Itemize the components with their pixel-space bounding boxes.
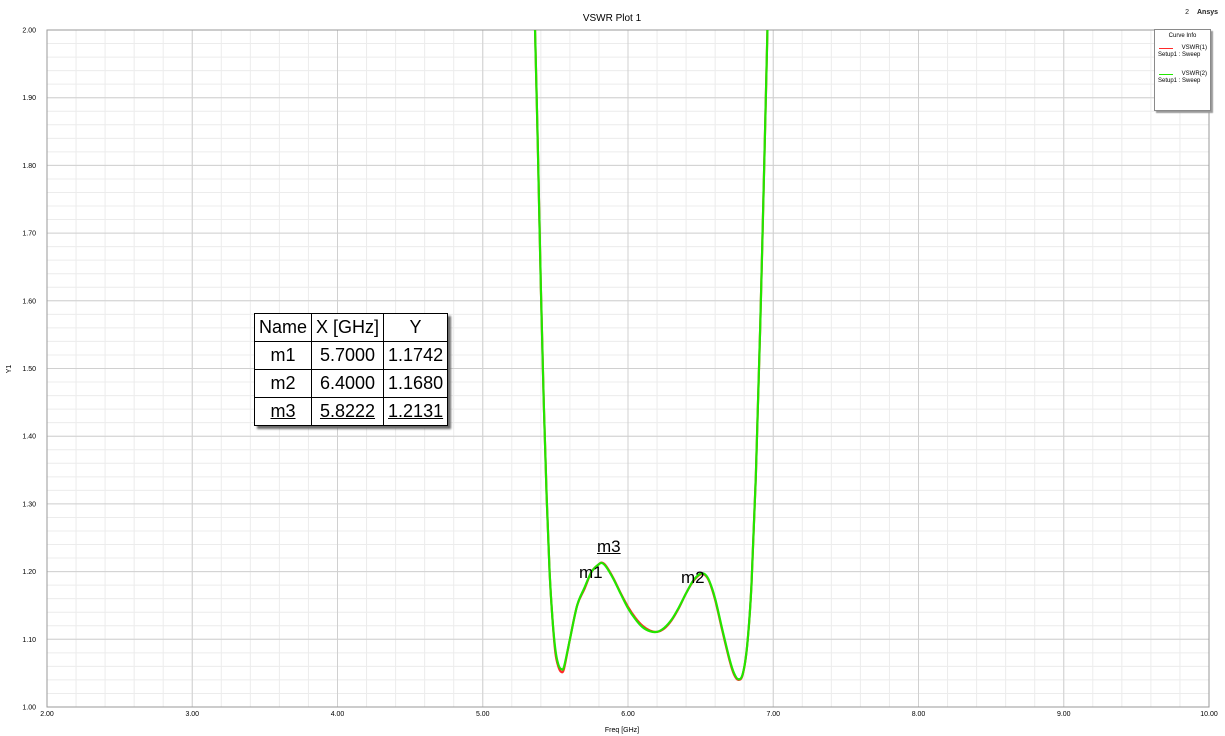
legend-swatch-vswr1 (1159, 48, 1173, 49)
chart-title: VSWR Plot 1 (583, 13, 642, 24)
brand-number: 2 (1185, 9, 1190, 16)
y-tick-label: 1.90 (22, 95, 36, 102)
x-tick-label: 8.00 (912, 711, 926, 718)
table-row: m2 6.4000 1.1680 (253, 369, 449, 398)
y-tick-label: 2.00 (22, 28, 36, 35)
y-tick-label: 1.40 (22, 434, 36, 441)
curve-info-legend[interactable]: Curve Info VSWR(1) Setup1 : Sweep VSWR(2… (1154, 29, 1211, 111)
y-axis-title: Y1 (6, 365, 13, 374)
header-y: Y (383, 313, 449, 342)
header-x: X [GHz] (311, 313, 385, 342)
legend-title: Curve Info (1168, 33, 1197, 39)
x-tick-label: 5.00 (476, 711, 490, 718)
legend-series-name: VSWR(1) (1181, 45, 1207, 51)
y-tick-label: 1.60 (22, 298, 36, 305)
marker-table[interactable]: Name X [GHz] Y m1 5.7000 1.1742 m2 6.400… (253, 313, 449, 426)
y-tick-label: 1.00 (22, 705, 36, 712)
y-tick-label: 1.80 (22, 163, 36, 170)
marker-y: 1.1680 (383, 369, 449, 398)
x-tick-label: 3.00 (185, 711, 199, 718)
x-tick-label: 7.00 (766, 711, 780, 718)
marker-name: m3 (253, 397, 313, 426)
legend-series-source: Setup1 : Sweep (1158, 52, 1201, 58)
marker-table-header: Name X [GHz] Y (253, 313, 449, 342)
legend-swatch-vswr2 (1159, 74, 1173, 75)
x-tick-label: 4.00 (331, 711, 345, 718)
y-tick-label: 1.20 (22, 569, 36, 576)
series-line-vswr2 (533, 30, 769, 681)
y-tick-label: 1.10 (22, 637, 36, 644)
marker-label-m3[interactable]: m3 (597, 537, 621, 556)
brand-name: Ansys (1196, 9, 1218, 16)
y-tick-labels: 1.00 1.10 1.20 1.30 1.40 1.50 1.60 1.70 1.80 1.90… (22, 28, 36, 712)
marker-name: m2 (253, 369, 313, 398)
legend-entry-vswr2[interactable]: VSWR(2) Setup1 : Sweep (1155, 71, 1210, 84)
marker-y: 1.2131 (383, 397, 449, 426)
legend-entry-vswr1[interactable]: VSWR(1) Setup1 : Sweep (1155, 45, 1210, 58)
y-tick-label: 1.30 (22, 501, 36, 508)
x-axis-title: Freq [GHz] (605, 727, 639, 734)
table-row: m1 5.7000 1.1742 (253, 341, 449, 370)
x-tick-labels: 2.00 3.00 4.00 5.00 6.00 7.00 8.00 9.00 10.00 (40, 711, 1218, 718)
marker-name: m1 (253, 341, 313, 370)
series-lines (533, 30, 769, 682)
marker-x: 5.7000 (311, 341, 385, 370)
y-tick-label: 1.70 (22, 231, 36, 238)
x-tick-label: 2.00 (40, 711, 54, 718)
plot-frame (46, 29, 1210, 708)
x-tick-label: 9.00 (1057, 711, 1071, 718)
marker-label-m1[interactable]: m1 (579, 563, 603, 582)
x-tick-label: 6.00 (621, 711, 635, 718)
legend-series-name: VSWR(2) (1181, 71, 1207, 77)
header-name: Name (253, 313, 313, 342)
y-tick-label: 1.50 (22, 366, 36, 373)
marker-x: 5.8222 (311, 397, 385, 426)
brand-mark: 2 Ansys (1185, 9, 1218, 16)
marker-x: 6.4000 (311, 369, 385, 398)
x-tick-label: 10.00 (1200, 711, 1218, 718)
marker-y: 1.1742 (383, 341, 449, 370)
legend-series-source: Setup1 : Sweep (1158, 78, 1201, 84)
table-row: m3 5.8222 1.2131 (253, 397, 449, 426)
marker-label-m2[interactable]: m2 (681, 568, 705, 587)
